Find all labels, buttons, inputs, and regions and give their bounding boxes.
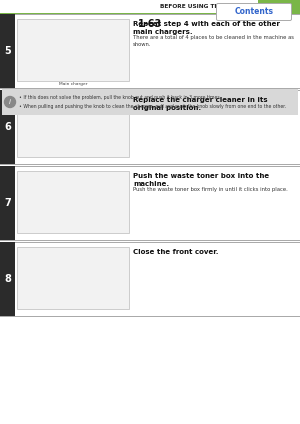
Text: • If this does not solve the problem, pull the knob out and push it back in 3 mo: • If this does not solve the problem, pu… xyxy=(19,95,221,100)
Bar xyxy=(0,90,15,164)
Text: BEFORE USING THE MACHINE: BEFORE USING THE MACHINE xyxy=(160,4,256,9)
Bar xyxy=(0,240,300,241)
Text: Repeat step 4 with each of the other
main chargers.: Repeat step 4 with each of the other mai… xyxy=(133,21,280,35)
Bar xyxy=(17,95,129,157)
Bar xyxy=(0,316,300,317)
Bar xyxy=(0,164,300,165)
Circle shape xyxy=(4,97,16,108)
Bar xyxy=(258,0,300,13)
Bar xyxy=(0,14,15,88)
Text: Contents: Contents xyxy=(235,8,274,17)
Text: • When pulling and pushing the knob to clean the charger, pull and push the knob: • When pulling and pushing the knob to c… xyxy=(19,104,286,109)
Text: 7: 7 xyxy=(4,198,11,209)
Text: i: i xyxy=(9,99,11,105)
Text: Push the waste toner box into the
machine.: Push the waste toner box into the machin… xyxy=(133,173,269,187)
Bar xyxy=(0,13,300,14)
Text: Main charger: Main charger xyxy=(59,82,87,86)
Text: Push the waste toner box firmly in until it clicks into place.: Push the waste toner box firmly in until… xyxy=(133,187,288,192)
Text: There are a total of 4 places to be cleaned in the machine as
shown.: There are a total of 4 places to be clea… xyxy=(133,35,294,47)
Bar xyxy=(0,166,300,167)
Text: 6: 6 xyxy=(4,123,11,132)
Bar xyxy=(2,89,298,115)
Text: Replace the charger cleaner in its
original position.: Replace the charger cleaner in its origi… xyxy=(133,97,268,111)
FancyBboxPatch shape xyxy=(217,3,292,20)
Text: 1-63: 1-63 xyxy=(138,19,162,29)
Text: Close the front cover.: Close the front cover. xyxy=(133,249,218,255)
Bar xyxy=(0,0,300,13)
Bar xyxy=(0,88,300,89)
Text: 8: 8 xyxy=(4,274,11,285)
Bar xyxy=(0,242,15,316)
Text: 5: 5 xyxy=(4,47,11,56)
Bar xyxy=(17,171,129,233)
Bar xyxy=(0,166,15,240)
Bar xyxy=(17,247,129,309)
Bar xyxy=(17,19,129,81)
Bar xyxy=(0,242,300,243)
